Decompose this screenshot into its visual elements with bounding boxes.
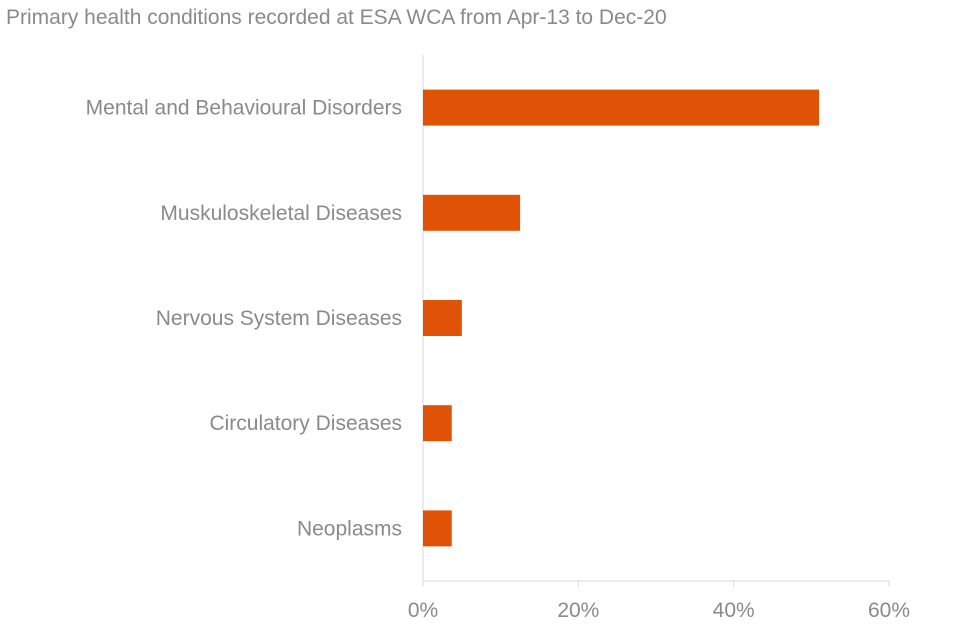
category-label: Neoplasms	[297, 517, 402, 540]
category-labels: Mental and Behavioural Disorders Muskulos…	[86, 97, 402, 541]
x-tick-label: 60%	[868, 599, 910, 622]
bar	[423, 89, 820, 126]
bar	[423, 405, 452, 442]
category-label: Muskuloskeletal Diseases	[160, 202, 402, 225]
category-label: Mental and Behavioural Disorders	[86, 97, 402, 120]
x-tick-label: 0%	[408, 599, 438, 622]
x-tick-label: 40%	[713, 599, 755, 622]
category-label: Circulatory Diseases	[209, 412, 402, 435]
bar	[423, 194, 521, 231]
chart-title: Primary health conditions recorded at ES…	[6, 6, 667, 29]
bar	[423, 510, 452, 547]
x-tick-labels: 0% 20% 40% 60%	[408, 599, 910, 622]
category-label: Nervous System Diseases	[156, 307, 402, 330]
x-tick-label: 20%	[557, 599, 599, 622]
bars	[423, 89, 820, 547]
bar	[423, 300, 462, 336]
axes	[422, 55, 890, 587]
